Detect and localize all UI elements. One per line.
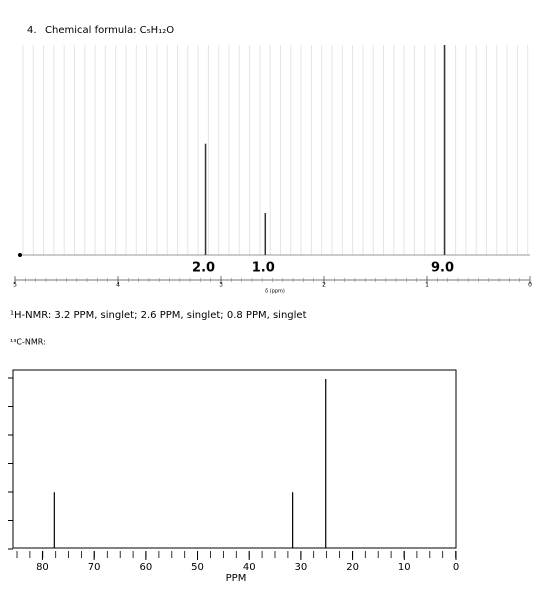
c-nmr-label: ¹³C-NMR: bbox=[10, 338, 46, 347]
integration-label: 2.0 bbox=[192, 261, 215, 276]
x-axis-label: δ (ppm) bbox=[265, 289, 285, 295]
c-nmr-frame bbox=[12, 369, 457, 549]
question-number: 4. bbox=[27, 25, 37, 36]
question-text: Chemical formula: C₅H₁₂O bbox=[45, 25, 174, 36]
x-tick-label: 60 bbox=[139, 562, 152, 573]
x-tick-label: 2 bbox=[322, 282, 326, 289]
x-tick-label: 20 bbox=[346, 562, 359, 573]
x-tick-label: 80 bbox=[36, 562, 49, 573]
x-tick-label: 0 bbox=[528, 282, 532, 289]
x-tick-label: 0 bbox=[453, 562, 459, 573]
baseline-dot bbox=[18, 253, 22, 257]
x-tick-label: 50 bbox=[191, 562, 204, 573]
x-tick-label: 10 bbox=[398, 562, 411, 573]
x-tick-label: 4 bbox=[116, 282, 120, 289]
h-nmr-text: ¹H-NMR: 3.2 PPM, singlet; 2.6 PPM, singl… bbox=[10, 310, 307, 321]
x-tick-label: 40 bbox=[243, 562, 256, 573]
x-axis-label: PPM bbox=[226, 573, 247, 584]
x-tick-label: 1 bbox=[425, 282, 429, 289]
x-tick-label: 30 bbox=[295, 562, 308, 573]
x-tick-label: 5 bbox=[13, 282, 17, 289]
x-tick-label: 70 bbox=[88, 562, 101, 573]
x-tick-label: 3 bbox=[219, 282, 223, 289]
integration-label: 9.0 bbox=[431, 261, 454, 276]
integration-label: 1.0 bbox=[252, 261, 275, 276]
